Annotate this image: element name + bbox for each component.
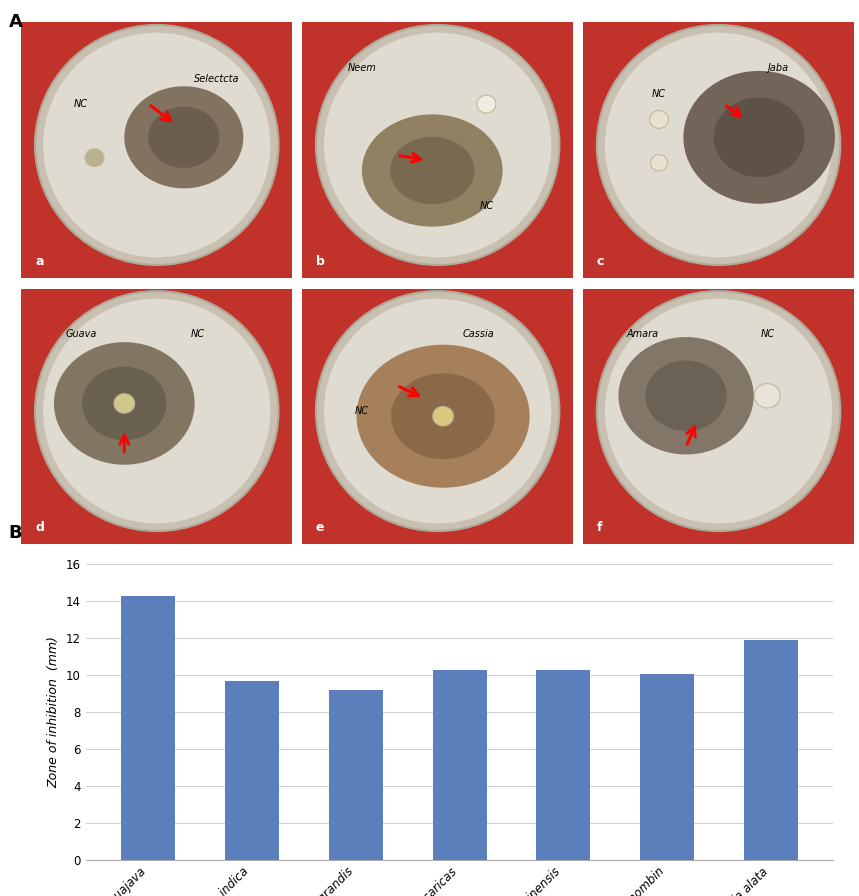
Circle shape [114, 393, 135, 413]
Ellipse shape [362, 115, 503, 227]
Ellipse shape [43, 32, 271, 257]
Bar [536, 670, 590, 860]
Ellipse shape [597, 291, 840, 531]
Ellipse shape [356, 345, 530, 487]
Circle shape [649, 110, 668, 128]
Text: Neem: Neem [348, 64, 376, 73]
Circle shape [650, 155, 667, 171]
Text: A: A [9, 13, 22, 31]
Ellipse shape [316, 25, 559, 265]
Text: c: c [597, 254, 604, 268]
Bar [640, 674, 694, 860]
Circle shape [754, 383, 780, 408]
Bar [433, 670, 486, 860]
Bar [744, 641, 798, 860]
Text: Amara: Amara [627, 330, 659, 340]
Ellipse shape [391, 374, 495, 459]
Text: NC: NC [652, 89, 666, 99]
Text: NC: NC [191, 330, 204, 340]
Text: NC: NC [479, 202, 493, 211]
Ellipse shape [645, 360, 727, 431]
Text: Jaba: Jaba [768, 64, 789, 73]
Ellipse shape [390, 137, 474, 204]
Ellipse shape [714, 98, 805, 177]
Ellipse shape [324, 298, 551, 523]
Ellipse shape [54, 342, 195, 465]
Ellipse shape [125, 86, 243, 188]
Ellipse shape [324, 32, 551, 257]
Text: Guava: Guava [65, 330, 97, 340]
Ellipse shape [618, 337, 753, 454]
Bar [329, 690, 383, 860]
Text: NC: NC [760, 330, 774, 340]
Bar [225, 681, 279, 860]
Ellipse shape [684, 71, 835, 203]
Text: d: d [35, 521, 44, 534]
Text: b: b [316, 254, 325, 268]
Ellipse shape [35, 291, 278, 531]
Text: NC: NC [355, 406, 369, 416]
Circle shape [85, 149, 104, 167]
Ellipse shape [43, 298, 271, 523]
Ellipse shape [605, 32, 832, 257]
Ellipse shape [316, 291, 559, 531]
Ellipse shape [605, 298, 832, 523]
Circle shape [433, 407, 454, 426]
Text: Cassia: Cassia [462, 330, 494, 340]
Y-axis label: Zone of inhibition  (mm): Zone of inhibition (mm) [47, 636, 60, 788]
Circle shape [477, 95, 496, 113]
Text: f: f [597, 521, 602, 534]
Ellipse shape [82, 366, 167, 440]
Text: B: B [9, 524, 22, 542]
Text: e: e [316, 521, 325, 534]
Text: NC: NC [74, 99, 88, 109]
Ellipse shape [597, 25, 840, 265]
Ellipse shape [35, 25, 278, 265]
Ellipse shape [148, 107, 220, 168]
Bar [121, 596, 175, 860]
Text: Selectcta: Selectcta [193, 73, 239, 83]
Text: a: a [35, 254, 44, 268]
